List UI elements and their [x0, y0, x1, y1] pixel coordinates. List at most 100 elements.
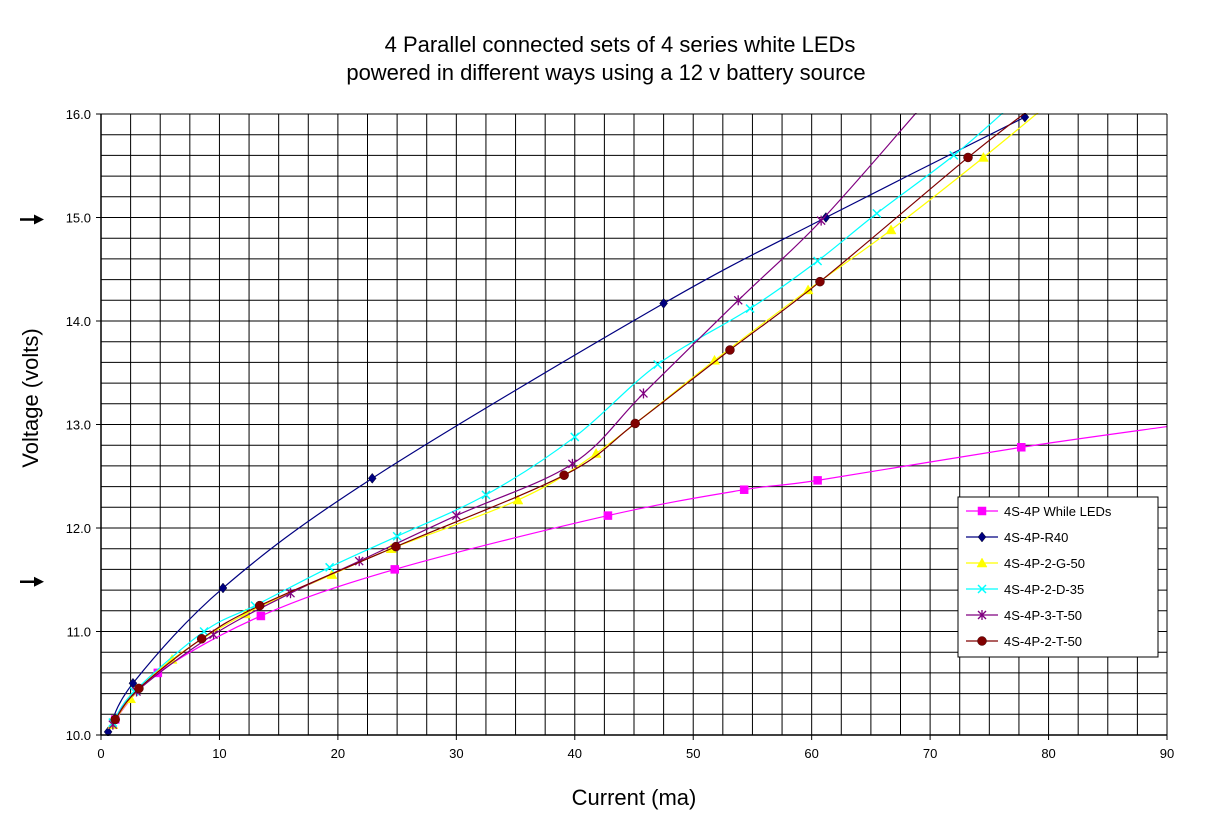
data-point [821, 212, 831, 223]
data-point [390, 565, 399, 574]
legend: 4S-4P While LEDs 4S-4P-R40 4S-4P-2-G-50 4S-… [957, 496, 1159, 658]
data-point [218, 582, 228, 594]
data-point [367, 472, 377, 484]
legend-label: 4S-4P-3-T-50 [1004, 608, 1082, 623]
data-point [977, 151, 989, 162]
legend-marker [977, 531, 987, 543]
data-point [745, 304, 755, 314]
data-point [816, 215, 826, 226]
legend-box [957, 496, 1159, 658]
legend-marker [977, 610, 987, 620]
x-tick-label: 90 [1160, 746, 1174, 761]
grid [101, 114, 1167, 735]
series-6 [110, 113, 1027, 725]
data-point [639, 388, 648, 399]
data-point [630, 418, 640, 429]
data-point [325, 562, 335, 572]
data-point [659, 298, 668, 309]
marker-stroke [872, 208, 882, 218]
marker-stroke [977, 584, 987, 594]
arrow-head [34, 214, 44, 225]
data-point [963, 152, 973, 163]
legend-label: 4S-4P-2-T-50 [1004, 634, 1082, 649]
y-tick-label: 11.0 [67, 625, 91, 640]
chart-subtitle: powered in different ways using a 12 v b… [346, 60, 865, 85]
data-point [451, 510, 461, 521]
data-point [1017, 443, 1026, 452]
series-group [103, 113, 1167, 736]
y-tick-label: 13.0 [66, 418, 91, 433]
data-point [949, 150, 959, 160]
legend-marker [977, 636, 987, 646]
x-tick-label: 30 [449, 746, 463, 761]
legend-label: 4S-4P-R40 [1004, 530, 1068, 545]
series-4 [108, 113, 1004, 728]
marker-stroke [949, 150, 959, 160]
data-point [725, 345, 735, 355]
data-point [134, 683, 144, 694]
data-point [567, 458, 577, 469]
x-tick-label: 40 [568, 746, 582, 761]
data-point [256, 611, 266, 621]
data-point [481, 490, 491, 500]
y-tick-label: 12.0 [66, 521, 91, 536]
data-point [559, 470, 569, 480]
legend-item: 4S-4P-2-T-50 [966, 634, 1082, 649]
axes [20, 113, 1168, 740]
arrow-head [34, 576, 44, 587]
data-point [391, 541, 401, 552]
marker-stroke [392, 531, 402, 541]
legend-item: 4S-4P While LEDs [966, 504, 1112, 519]
data-point [512, 494, 524, 505]
legend-item: 4S-4P-2-D-35 [966, 582, 1084, 597]
x-tick-label: 10 [212, 746, 226, 761]
x-tick-label: 60 [804, 746, 818, 761]
text-group: 4 Parallel connected sets of 4 series wh… [18, 32, 1174, 810]
y-tick-label: 14.0 [66, 314, 91, 329]
y-tick-label: 15.0 [66, 211, 91, 226]
legend-item: 4S-4P-R40 [966, 530, 1068, 545]
legend-label: 4S-4P-2-G-50 [1004, 556, 1085, 571]
legend-marker [976, 557, 988, 568]
x-tick-label: 70 [923, 746, 937, 761]
data-point [570, 432, 580, 442]
data-point [739, 485, 749, 494]
legend-item: 4S-4P-3-T-50 [966, 608, 1082, 623]
data-point [103, 726, 113, 736]
legend-label: 4S-4P-2-D-35 [1004, 582, 1084, 597]
arrow-marker-icon [20, 576, 44, 587]
legend-marker [977, 584, 987, 594]
x-axis-title: Current (ma) [572, 785, 697, 810]
data-point [885, 224, 897, 235]
x-tick-label: 20 [331, 746, 345, 761]
legend-item: 4S-4P-2-G-50 [966, 556, 1085, 571]
y-axis-title: Voltage (volts) [18, 328, 43, 467]
y-tick-label: 10.0 [66, 728, 91, 743]
x-tick-label: 80 [1041, 746, 1055, 761]
data-point [196, 633, 207, 644]
legend-marker [977, 506, 987, 516]
data-point [110, 714, 120, 725]
data-point [653, 359, 663, 370]
x-tick-label: 0 [97, 746, 104, 761]
marker-stroke [745, 304, 755, 314]
data-point [813, 256, 823, 266]
marker-stroke [481, 490, 491, 500]
data-point [872, 208, 882, 218]
y-tick-label: 16.0 [66, 107, 91, 122]
chart-title: 4 Parallel connected sets of 4 series wh… [385, 32, 856, 57]
series-2 [103, 113, 1030, 736]
data-point [815, 276, 825, 287]
marker-stroke [813, 256, 823, 266]
marker-stroke [570, 432, 580, 442]
data-point [254, 600, 265, 611]
marker-stroke [653, 359, 663, 370]
data-point [590, 447, 602, 458]
data-point [733, 295, 743, 306]
marker-stroke [325, 562, 335, 572]
data-point [392, 531, 402, 541]
data-point [603, 511, 613, 520]
series-line [107, 116, 1026, 733]
